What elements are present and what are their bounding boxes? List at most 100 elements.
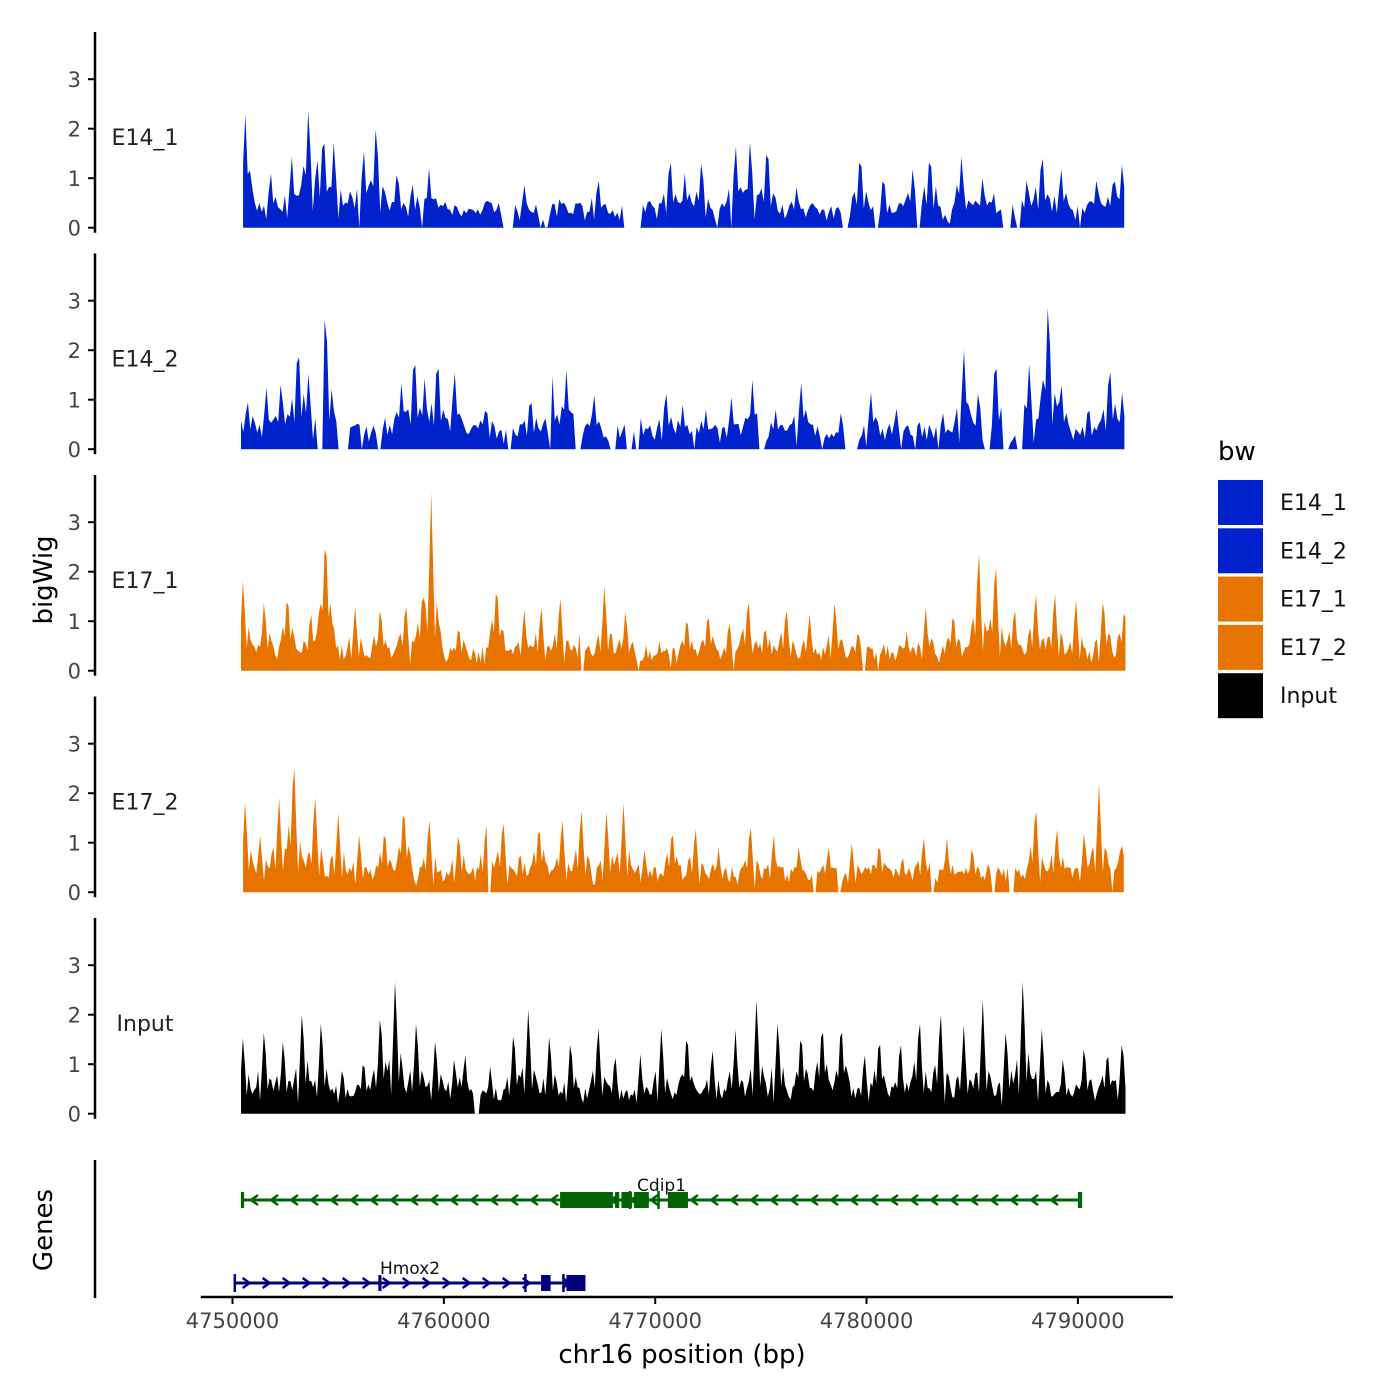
strand-arrow (768, 1193, 779, 1207)
strand-arrow (948, 1193, 959, 1207)
strand-arrow (281, 1276, 292, 1290)
strand-arrow (988, 1193, 999, 1207)
legend-label: E14_1 (1280, 491, 1347, 516)
exon (634, 1192, 649, 1208)
y-tick-label: 2 (68, 118, 81, 142)
track-E14_2: 0 1 2 3 E14_2 (68, 253, 1125, 462)
exon-boundary (562, 1274, 565, 1292)
strand-arrow (408, 1193, 419, 1207)
track-E17_2: 0 1 2 3 E17_2 (68, 696, 1124, 905)
exon-boundary (233, 1274, 237, 1292)
x-tick-label: 4770000 (608, 1309, 702, 1333)
strand-arrow (928, 1193, 939, 1207)
strand-arrow (421, 1276, 432, 1290)
strand-arrow (548, 1193, 559, 1207)
strand-arrow (968, 1193, 979, 1207)
legend-title: bw (1218, 437, 1256, 467)
legend-label: E14_2 (1280, 539, 1347, 564)
strand-arrow (321, 1276, 332, 1290)
strand-arrow (388, 1193, 399, 1207)
strand-arrow (708, 1193, 719, 1207)
track-label: E14_1 (112, 126, 179, 151)
y-tick-label: 3 (68, 954, 81, 978)
strand-arrow (308, 1193, 319, 1207)
strand-arrow (868, 1193, 879, 1207)
legend-swatch (1218, 576, 1263, 622)
y-tick-label: 1 (68, 1053, 81, 1077)
exon (621, 1192, 632, 1208)
strand-arrow (241, 1276, 252, 1290)
strand-arrow (488, 1193, 499, 1207)
exon (615, 1192, 620, 1208)
legend-swatch (1218, 528, 1263, 574)
coverage-area-E17_1 (241, 492, 1126, 671)
track-E14_1: 0 1 2 3 E14_1 (68, 32, 1125, 241)
y-tick-label: 1 (68, 610, 81, 634)
strand-arrow (688, 1193, 699, 1207)
exon (541, 1275, 551, 1291)
y-tick-label: 0 (68, 1103, 81, 1127)
strand-arrow (461, 1276, 472, 1290)
strand-arrow (261, 1276, 272, 1290)
strand-arrow (1008, 1193, 1019, 1207)
x-tick-label: 4760000 (397, 1309, 491, 1333)
y-tick-label: 2 (68, 339, 81, 363)
exon (378, 1275, 382, 1291)
y-tick-label: 3 (68, 511, 81, 535)
legend-item-E17_2: E17_2 (1218, 624, 1347, 670)
strand-arrow (348, 1193, 359, 1207)
strand-arrow (1048, 1193, 1059, 1207)
track-label: Input (117, 1012, 174, 1037)
coverage-area-E14_1 (243, 110, 1125, 228)
strand-arrow (468, 1193, 479, 1207)
y-tick-label: 1 (68, 167, 81, 191)
strand-arrow (288, 1193, 299, 1207)
strand-arrow (428, 1193, 439, 1207)
y-tick-label: 0 (68, 881, 81, 905)
x-tick-label: 4750000 (186, 1309, 280, 1333)
coverage-area-E17_2 (243, 768, 1124, 893)
legend-item-E17_1: E17_1 (1218, 576, 1347, 622)
legend-swatch (1218, 673, 1263, 719)
legend-item-E14_1: E14_1 (1218, 480, 1347, 525)
track-panels: 0 1 2 3 E14_1 0 1 2 3 E14_2 0 1 2 3 E17_1 0 1 2 3 E17_2 0 1 2 3… (68, 32, 1126, 1127)
exon-boundary (524, 1274, 527, 1292)
gene-Hmox2: Hmox2 (233, 1259, 586, 1292)
strand-arrow (908, 1193, 919, 1207)
y-tick-label: 0 (68, 438, 81, 462)
coverage-area-Input (241, 981, 1126, 1114)
gene-Cdip1: Cdip1 (240, 1176, 1083, 1209)
strand-arrow (481, 1276, 492, 1290)
strand-arrow (268, 1193, 279, 1207)
gene-label: Hmox2 (380, 1259, 440, 1279)
legend-label: Input (1280, 684, 1337, 709)
track-label: E17_2 (112, 791, 179, 816)
legend-item-Input: Input (1218, 673, 1337, 719)
coverage-area-E14_2 (241, 308, 1125, 450)
legend-label: E17_1 (1280, 588, 1347, 613)
strand-arrow (441, 1276, 452, 1290)
y-tick-label: 2 (68, 561, 81, 585)
y-tick-label: 0 (68, 217, 81, 241)
strand-arrow (401, 1276, 412, 1290)
strand-arrow (788, 1193, 799, 1207)
y-tick-label: 2 (68, 1004, 81, 1028)
strand-arrow (888, 1193, 899, 1207)
exon (240, 1192, 245, 1208)
x-tick-label: 4780000 (820, 1309, 914, 1333)
y-tick-label: 2 (68, 782, 81, 806)
strand-arrow (501, 1276, 512, 1290)
strand-arrow (381, 1276, 392, 1290)
y-tick-label: 1 (68, 832, 81, 856)
y-tick-label: 3 (68, 733, 81, 757)
y-tick-label: 0 (68, 660, 81, 684)
track-label: E17_1 (112, 569, 179, 594)
strand-arrow (848, 1193, 859, 1207)
strand-arrow (1028, 1193, 1039, 1207)
strand-arrow (361, 1276, 372, 1290)
x-axis: 4750000 4760000 4770000 4780000 4790000 (186, 1295, 1174, 1333)
strand-arrow (508, 1193, 519, 1207)
strand-arrow (828, 1193, 839, 1207)
strand-arrow (528, 1193, 539, 1207)
